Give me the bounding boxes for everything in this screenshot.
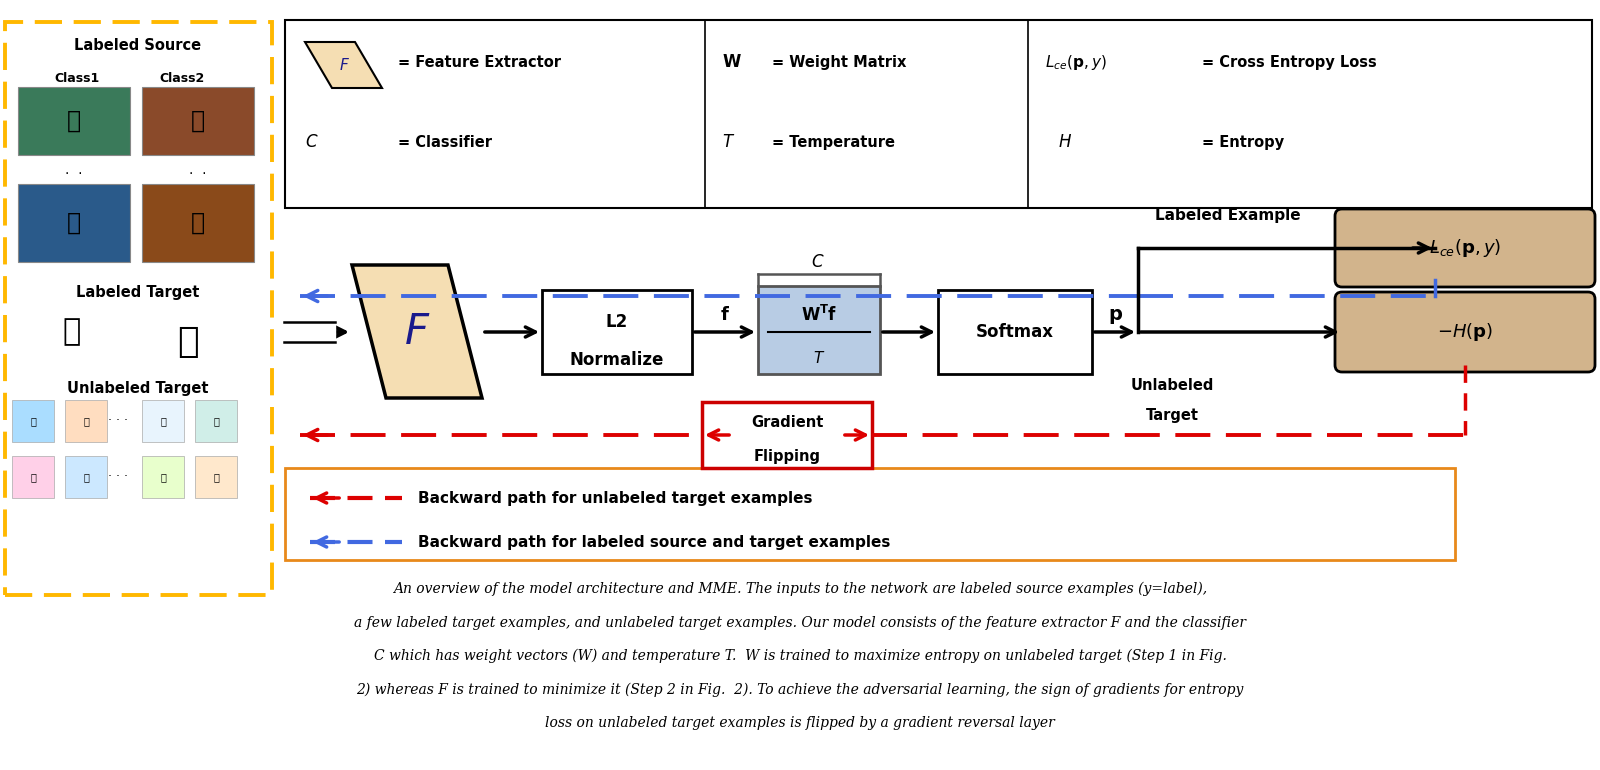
Text: Labeled Example: Labeled Example [1155,207,1301,223]
Text: 🦩: 🦩 [190,211,205,235]
Bar [18,184,130,262]
Text: 🐬: 🐬 [83,472,90,482]
Text: $L_{ce}(\mathbf{p}, y)$: $L_{ce}(\mathbf{p}, y)$ [1045,52,1107,72]
Text: · · ·: · · · [109,470,128,484]
Bar [18,87,130,155]
Text: 🐬: 🐬 [30,416,35,426]
Text: $C$: $C$ [306,133,318,151]
Text: loss on unlabeled target examples is flipped by a gradient reversal layer: loss on unlabeled target examples is fli… [546,716,1054,730]
Bar [142,87,254,155]
Text: · · ·: · · · [109,414,128,427]
Text: $C$: $C$ [811,253,824,271]
Text: Softmax: Softmax [976,323,1054,341]
Text: $F$: $F$ [403,311,430,353]
Text: 🐬: 🐬 [62,317,82,347]
Bar [285,468,1454,560]
Text: Target: Target [1146,407,1198,423]
Text: 🦈: 🦈 [213,472,219,482]
Text: $T$: $T$ [722,133,736,151]
Text: 🦩: 🦩 [190,109,205,133]
Text: = Feature Extractor: = Feature Extractor [398,55,562,69]
Text: $\mathbf{W}^\mathbf{T}\mathbf{f}$: $\mathbf{W}^\mathbf{T}\mathbf{f}$ [802,305,837,325]
Text: C which has weight vectors (W) and temperature T.  W is trained to maximize entr: C which has weight vectors (W) and tempe… [373,649,1227,664]
Text: Normalize: Normalize [570,351,664,369]
Text: 🎨: 🎨 [83,416,90,426]
Bar [5,22,272,595]
Text: $T$: $T$ [813,350,826,366]
Text: Class1: Class1 [54,72,99,85]
Text: An overview of the model architecture and MME. The inputs to the network are lab: An overview of the model architecture an… [394,582,1206,597]
Text: 2) whereas F is trained to minimize it (Step 2 in Fig.  2). To achieve the adver: 2) whereas F is trained to minimize it (… [357,682,1243,697]
Text: 🦩: 🦩 [30,472,35,482]
Text: Class2: Class2 [160,72,205,85]
Text: Labeled Target: Labeled Target [77,284,200,300]
Bar [142,184,254,262]
Text: ·  ·: · · [189,167,206,181]
FancyBboxPatch shape [1334,292,1595,372]
Text: = Entropy: = Entropy [1202,135,1285,149]
Text: = Temperature: = Temperature [771,135,894,149]
Text: L2: L2 [606,313,629,331]
Text: Backward path for labeled source and target examples: Backward path for labeled source and tar… [418,534,890,550]
Bar [195,400,237,442]
Text: a few labeled target examples, and unlabeled target examples. Our model consists: a few labeled target examples, and unlab… [354,615,1246,630]
Text: $L_{ce}(\mathbf{p}, y)$: $L_{ce}(\mathbf{p}, y)$ [1429,237,1501,259]
Text: = Classifier: = Classifier [398,135,493,149]
Text: f: f [722,306,730,324]
Text: = Cross Entropy Loss: = Cross Entropy Loss [1202,55,1376,69]
Text: 🐬: 🐬 [67,211,82,235]
Text: 🎨: 🎨 [160,416,166,426]
Text: 🦩: 🦩 [178,325,198,359]
Text: = Weight Matrix: = Weight Matrix [771,55,906,69]
Bar [542,290,691,374]
Polygon shape [306,42,382,88]
Text: 🐳: 🐳 [160,472,166,482]
Bar [66,400,107,442]
Text: 🐋: 🐋 [213,416,219,426]
Text: Unlabeled Target: Unlabeled Target [67,380,208,396]
Bar [938,290,1093,374]
Bar [702,402,872,468]
Polygon shape [352,265,482,398]
Text: $F$: $F$ [339,57,349,73]
Text: ·  ·: · · [66,167,83,181]
Bar [285,20,1592,208]
Text: Unlabeled: Unlabeled [1130,377,1214,393]
Text: Backward path for unlabeled target examples: Backward path for unlabeled target examp… [418,490,813,505]
FancyBboxPatch shape [1334,209,1595,287]
Text: $\mathbf{W}$: $\mathbf{W}$ [722,53,742,71]
Bar [13,456,54,498]
Text: Gradient: Gradient [750,414,822,430]
Bar [13,400,54,442]
Text: 🐬: 🐬 [67,109,82,133]
Text: $-H(\mathbf{p})$: $-H(\mathbf{p})$ [1437,321,1493,343]
Bar [142,456,184,498]
Bar [66,456,107,498]
Bar [195,456,237,498]
Bar [758,286,880,374]
Bar [142,400,184,442]
Text: Flipping: Flipping [754,448,821,464]
Text: $H$: $H$ [1058,133,1072,151]
Text: Labeled Source: Labeled Source [75,38,202,52]
Text: p: p [1109,305,1122,324]
